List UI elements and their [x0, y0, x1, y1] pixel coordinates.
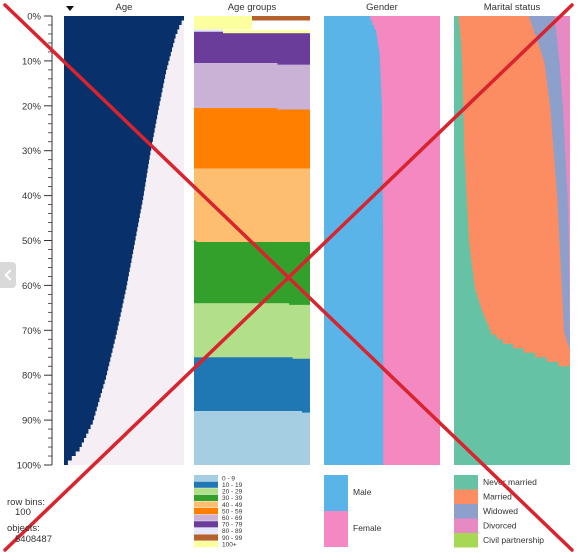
- age-group-step: [277, 61, 310, 65]
- age-group-step: [289, 301, 310, 305]
- y-tick-label: 0%: [27, 12, 41, 23]
- age-group-segment: [194, 108, 310, 169]
- y-tick-label: 80%: [22, 371, 42, 382]
- marital-legend-label: Divorced: [483, 521, 517, 531]
- objects-value: 5408487: [15, 534, 52, 545]
- age-group-legend-label: 70 - 79: [222, 522, 243, 529]
- age-group-legend-label: 40 - 49: [222, 502, 243, 509]
- age-group-legend-swatch: [194, 481, 218, 488]
- age-group-legend-label: 30 - 39: [222, 495, 243, 502]
- y-tick-label: 30%: [22, 146, 42, 157]
- age-group-legend-swatch: [194, 488, 218, 495]
- age-group-legend-label: 80 - 89: [222, 528, 243, 535]
- age-group-segment: [194, 411, 310, 465]
- age-group-step: [196, 239, 310, 242]
- sort-descending-triangle-icon: [66, 6, 74, 11]
- age-group-legend-swatch: [194, 501, 218, 508]
- gender-legend-label: Male: [353, 487, 372, 497]
- age-group-legend-swatch: [194, 527, 218, 534]
- age-group-segment: [252, 16, 310, 21]
- age-group-legend-label: 50 - 59: [222, 508, 243, 515]
- age-group-step: [301, 409, 310, 413]
- marital-legend-swatch: [454, 504, 478, 519]
- age-group-step: [277, 106, 310, 110]
- y-tick-label: 10%: [22, 56, 42, 67]
- gender-legend-swatch: [324, 475, 348, 511]
- y-tick-label: 40%: [22, 191, 42, 202]
- y-tick-label: 90%: [22, 416, 42, 427]
- gender-male-fill: [324, 16, 384, 465]
- column-title: Age groups: [228, 2, 277, 13]
- column-title: Marital status: [484, 2, 541, 13]
- y-tick-label: 60%: [22, 281, 42, 292]
- age-group-segment: [194, 29, 223, 32]
- age-group-segment: [194, 16, 252, 30]
- age-group-legend-label: 60 - 69: [222, 515, 243, 522]
- age-group-segment: [194, 240, 310, 304]
- y-tick-label: 20%: [22, 101, 42, 112]
- marital-legend-swatch: [454, 489, 478, 504]
- age-group-legend-label: 0 - 9: [222, 475, 235, 482]
- age-group-legend-swatch: [194, 514, 218, 521]
- age-group-legend-swatch: [194, 541, 218, 548]
- row-bins-value: 100: [15, 507, 31, 518]
- age-bar-fill: [64, 16, 184, 465]
- marital-legend-label: Widowed: [483, 506, 518, 516]
- age-group-legend-swatch: [194, 521, 218, 528]
- age-group-legend-swatch: [194, 494, 218, 501]
- age-group-step: [223, 30, 310, 34]
- age-group-segment: [194, 31, 310, 64]
- row-bins-label: row bins:: [7, 497, 46, 508]
- y-tick-label: 70%: [22, 326, 42, 337]
- marital-segment: [454, 16, 570, 465]
- gender-legend-label: Female: [353, 523, 382, 533]
- age-group-legend-swatch: [194, 534, 218, 541]
- age-group-segment: [194, 63, 310, 109]
- age-group-legend-swatch: [194, 475, 218, 482]
- age-group-legend-label: 100+: [222, 541, 237, 548]
- age-group-legend-label: 90 - 99: [222, 535, 243, 542]
- age-group-legend-swatch: [194, 508, 218, 515]
- marital-legend-label: Civil partnership: [483, 535, 544, 545]
- marital-legend-swatch: [454, 533, 478, 548]
- age-group-legend-label: 20 - 29: [222, 489, 243, 496]
- age-group-step: [292, 355, 310, 359]
- collapse-left-handle[interactable]: [0, 262, 16, 288]
- y-tick-label: 100%: [17, 461, 42, 472]
- age-group-segment: [194, 357, 310, 412]
- age-group-legend-label: 10 - 19: [222, 482, 243, 489]
- cross-overlay-line: [3, 3, 574, 552]
- marital-legend-label: Married: [483, 492, 512, 502]
- marital-legend-swatch: [454, 518, 478, 533]
- marital-legend-swatch: [454, 475, 478, 490]
- objects-label: objects:: [7, 523, 40, 534]
- column-title: Gender: [366, 2, 398, 13]
- y-tick-label: 50%: [22, 236, 42, 247]
- column-title: Age: [116, 2, 133, 13]
- marital-legend-label: Never married: [483, 477, 537, 487]
- gender-legend-swatch: [324, 511, 348, 547]
